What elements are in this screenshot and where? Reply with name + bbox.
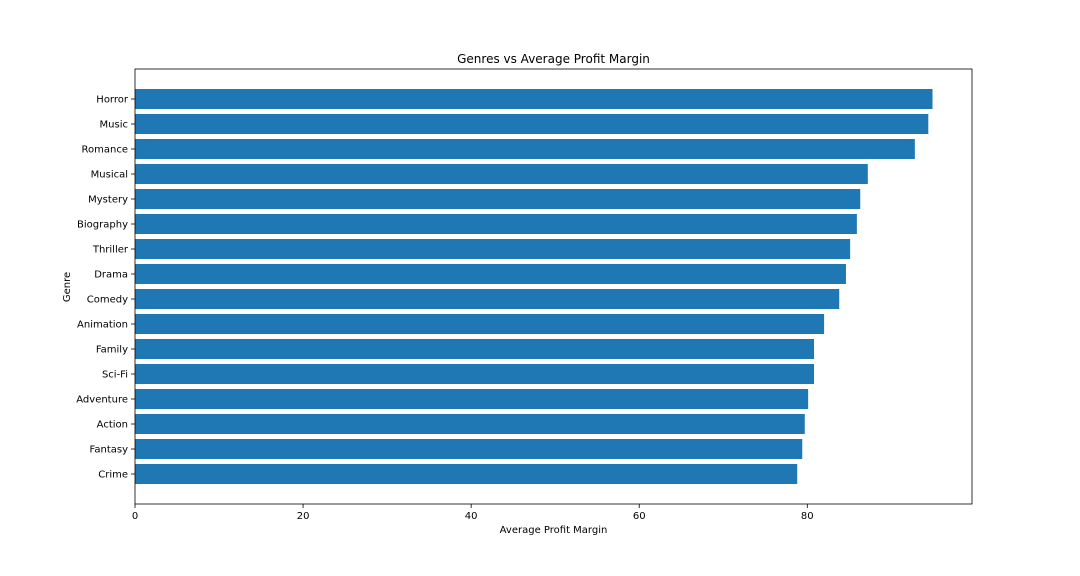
category-label-action: Action — [97, 420, 128, 431]
bar-music — [135, 114, 929, 134]
x-tick-label-80: 80 — [801, 511, 814, 522]
category-labels-group: Horror Music Romance Musical Mystery Biograph… — [76, 95, 135, 481]
bar-adventure — [135, 389, 809, 409]
bar-action — [135, 414, 805, 434]
bar-comedy — [135, 289, 840, 309]
bar-family — [135, 339, 815, 359]
bar-animation — [135, 314, 825, 334]
y-axis-title: Genre — [62, 272, 73, 302]
bar-mystery — [135, 189, 861, 209]
category-label-animation: Animation — [77, 320, 128, 331]
x-ticks-group: 0 20 40 60 80 — [132, 504, 814, 522]
category-label-thriller: Thriller — [92, 245, 129, 256]
bars-group — [135, 89, 933, 484]
bar-thriller — [135, 239, 851, 259]
bar-sci-fi — [135, 364, 815, 384]
category-label-biography: Biography — [77, 220, 128, 231]
x-tick-label-0: 0 — [132, 511, 138, 522]
bar-biography — [135, 214, 857, 234]
plot-frame — [134, 68, 973, 505]
bar-crime — [135, 464, 798, 484]
category-label-sci-fi: Sci-Fi — [102, 370, 128, 381]
bar-musical — [135, 164, 868, 184]
x-tick-label-60: 60 — [633, 511, 646, 522]
bar-horror — [135, 89, 933, 109]
category-label-comedy: Comedy — [87, 295, 128, 306]
category-label-music: Music — [100, 120, 128, 131]
category-label-fantasy: Fantasy — [90, 445, 129, 456]
category-label-crime: Crime — [98, 470, 128, 481]
chart-title: Genres vs Average Profit Margin — [457, 52, 650, 66]
category-label-horror: Horror — [96, 95, 129, 106]
category-label-musical: Musical — [91, 170, 128, 181]
category-label-romance: Romance — [82, 145, 128, 156]
x-tick-label-20: 20 — [297, 511, 310, 522]
bar-drama — [135, 264, 846, 284]
bar-fantasy — [135, 439, 803, 459]
category-label-family: Family — [96, 345, 128, 356]
x-tick-label-40: 40 — [465, 511, 478, 522]
bar-romance — [135, 139, 915, 159]
category-label-mystery: Mystery — [88, 195, 128, 206]
category-label-adventure: Adventure — [76, 395, 128, 406]
category-label-drama: Drama — [94, 270, 128, 281]
x-axis-title: Average Profit Margin — [500, 525, 608, 536]
